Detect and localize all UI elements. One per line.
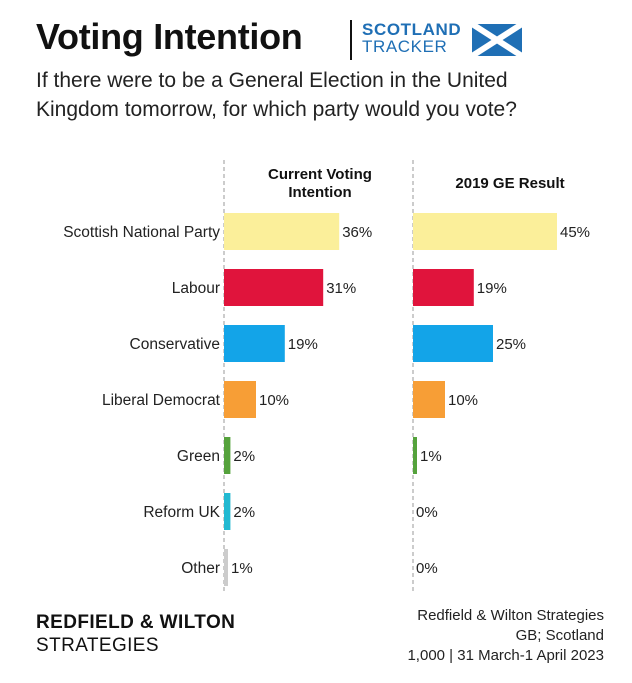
chart-title: Voting Intention: [36, 16, 303, 57]
bar-s2-2: [413, 269, 474, 306]
survey-question: If there were to be a General Election i…: [36, 69, 517, 121]
tracker-label-line2: TRACKER: [362, 37, 448, 56]
bar-s2-4: [413, 381, 445, 418]
scotland-saltire-flag-icon: [472, 24, 522, 56]
value-label-s1-4: 10%: [259, 392, 289, 409]
bar-s1-5: [224, 437, 231, 474]
pollster-logo-line1: REDFIELD & WILTON: [36, 612, 236, 633]
value-label-s2-4: 10%: [448, 392, 478, 409]
value-label-s2-1: 45%: [560, 224, 590, 241]
tracker-label-line1: SCOTLAND: [362, 20, 462, 39]
value-label-s2-6: 0%: [416, 504, 438, 521]
source-line-pollster: Redfield & Wilton Strategies: [417, 607, 604, 624]
panel-header-2: 2019 GE Result: [455, 175, 564, 192]
value-label-s1-7: 1%: [231, 560, 253, 577]
category-label-1: Scottish National Party: [63, 224, 220, 241]
value-label-s1-1: 36%: [342, 224, 372, 241]
value-label-s1-6: 2%: [233, 504, 255, 521]
value-label-s1-5: 2%: [233, 448, 255, 465]
bar-s2-1: [413, 213, 557, 250]
bar-s1-2: [224, 269, 324, 306]
category-label-2: Labour: [172, 280, 220, 297]
category-label-6: Reform UK: [143, 504, 220, 521]
source-line-dates: 1,000 | 31 March-1 April 2023: [407, 647, 604, 664]
bar-s2-3: [413, 325, 493, 362]
value-label-s2-5: 1%: [420, 448, 442, 465]
bar-s1-3: [224, 325, 285, 362]
category-label-4: Liberal Democrat: [102, 392, 221, 409]
bar-s2-5: [413, 437, 417, 474]
bar-s1-6: [224, 493, 231, 530]
value-label-s1-2: 31%: [326, 280, 356, 297]
value-label-s2-2: 19%: [477, 280, 507, 297]
value-label-s2-3: 25%: [496, 336, 526, 353]
value-label-s2-7: 0%: [416, 560, 438, 577]
category-label-3: Conservative: [130, 336, 220, 353]
chart-header: Voting Intention SCOTLAND TRACKER: [36, 12, 616, 62]
bar-s1-7: [224, 549, 228, 586]
source-note: Redfield & Wilton Strategies GB; Scotlan…: [407, 606, 604, 666]
pollster-logo: REDFIELD & WILTON STRATEGIES: [36, 612, 235, 657]
tracker-label: SCOTLAND TRACKER: [362, 21, 461, 55]
category-label-5: Green: [177, 448, 220, 465]
panel-header-1: Current Voting Intention: [268, 166, 372, 201]
title-divider: [350, 20, 352, 60]
source-line-sample: GB; Scotland: [515, 627, 604, 644]
pollster-logo-line2: STRATEGIES: [36, 635, 159, 656]
bar-s1-4: [224, 381, 256, 418]
bar-s1-1: [224, 213, 340, 250]
value-label-s1-3: 19%: [288, 336, 318, 353]
category-label-7: Other: [181, 560, 220, 577]
